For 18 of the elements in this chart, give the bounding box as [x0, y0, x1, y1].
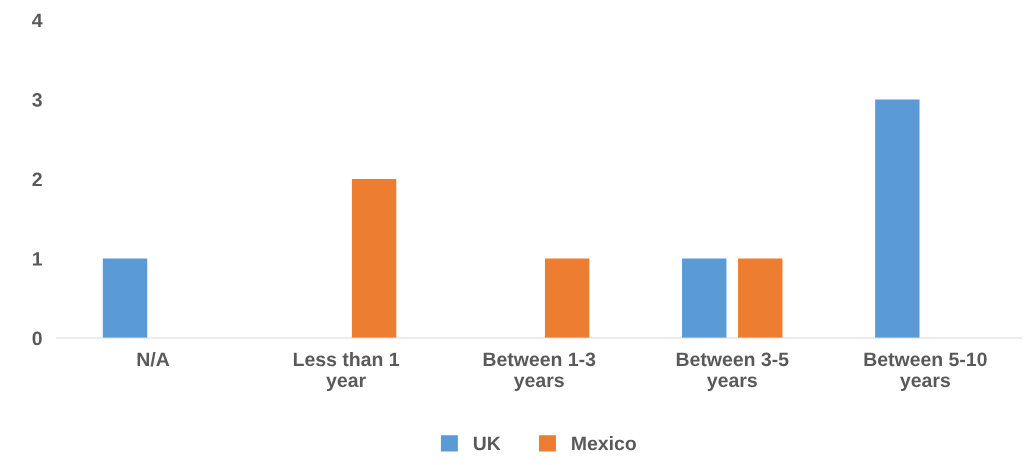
bar [544, 258, 590, 339]
y-tick-label: 0 [32, 331, 42, 346]
y-tick-label: 1 [33, 252, 43, 266]
bar [351, 179, 397, 339]
x-tick-label: Less than 1 year [293, 351, 400, 392]
x-tick-label: Between 3-5 years [676, 352, 789, 392]
y-tick-label: 2 [32, 172, 42, 187]
bar [738, 258, 783, 339]
y-tick-label: 3 [32, 92, 42, 107]
y-tick-label: 4 [32, 13, 43, 28]
bar [102, 258, 148, 339]
legend-label: UK [473, 436, 501, 451]
x-tick-label: Between 1-3 years [483, 352, 596, 392]
bar [682, 258, 727, 339]
x-tick-label: N/A [137, 351, 170, 367]
x-tick-label: Between 5-10 years [864, 352, 987, 392]
bar [875, 99, 920, 339]
legend-label: Mexico [572, 436, 636, 451]
